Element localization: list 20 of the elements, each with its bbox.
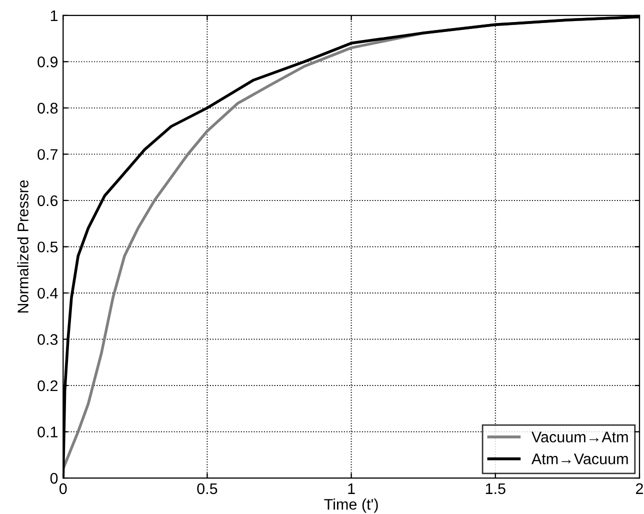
x-axis-title: Time (t') [324, 498, 378, 513]
y-tick-label: 0.5 [38, 242, 58, 252]
y-tick-label: 0.9 [38, 56, 58, 68]
y-tick-label: 0 [50, 472, 58, 484]
y-tick-label: 0.6 [38, 195, 58, 206]
x-tick-label: 0 [59, 483, 67, 494]
y-tick-label: 0.4 [38, 288, 58, 299]
y-tick-label: 0.8 [38, 102, 58, 114]
x-tick-label: 1.5 [486, 483, 506, 494]
x-tick-label: 1 [348, 483, 355, 494]
x-tick-label: 0.5 [197, 483, 218, 494]
y-tick-label: 0.7 [38, 149, 58, 160]
y-tick-label: 0.2 [38, 380, 58, 392]
legend-label: Atm→Vacuum [531, 454, 628, 464]
y-axis-title: Normalized Pressre [17, 180, 28, 313]
legend-label: Vacuum→Atm [532, 432, 628, 442]
y-tick-label: 0.3 [38, 334, 58, 345]
y-tick-label: 1 [50, 10, 58, 21]
x-tick-label: 2 [636, 483, 643, 494]
y-tick-label: 0.1 [38, 426, 58, 438]
